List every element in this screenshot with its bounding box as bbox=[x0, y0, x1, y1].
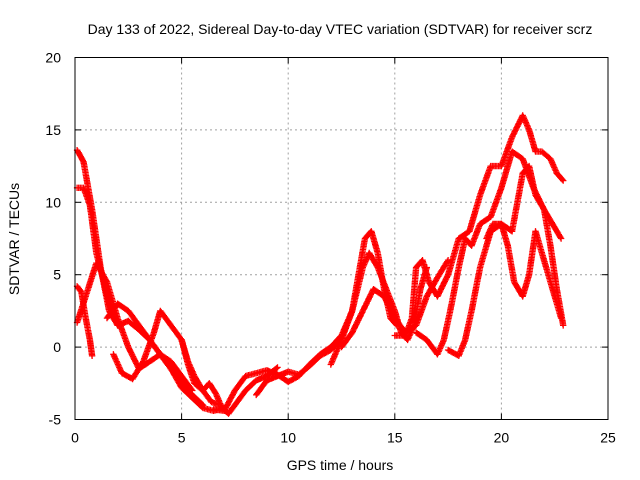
y-tick-label: 0 bbox=[53, 339, 61, 355]
data-points bbox=[73, 112, 567, 417]
series-marks bbox=[338, 257, 452, 351]
x-tick-label: 20 bbox=[494, 430, 510, 446]
plot-frame bbox=[74, 57, 609, 420]
series-sat-o bbox=[483, 220, 565, 322]
y-tick-label: 15 bbox=[45, 122, 61, 138]
y-tick-label: 5 bbox=[53, 267, 61, 283]
x-tick-label: 10 bbox=[280, 430, 296, 446]
y-tick-label: 20 bbox=[45, 50, 61, 66]
y-tick-label: -5 bbox=[49, 412, 62, 428]
x-tick-label: 0 bbox=[71, 430, 79, 446]
tick-labels: 0 5 10 15 20 25 -5 0 5 10 15 20 bbox=[45, 50, 616, 446]
series-sat-e bbox=[103, 300, 228, 414]
y-tick-label: 10 bbox=[45, 194, 61, 210]
series-sat-k bbox=[338, 257, 452, 351]
x-tick-label: 5 bbox=[178, 430, 186, 446]
y-axis-label: SDTVAR / TECUs bbox=[6, 183, 22, 295]
series-marks bbox=[103, 300, 228, 414]
series-marks bbox=[483, 220, 565, 322]
x-tick-label: 25 bbox=[600, 430, 616, 446]
series-sat-l bbox=[391, 112, 567, 339]
x-tick-label: 15 bbox=[387, 430, 403, 446]
chart-title: Day 133 of 2022, Sidereal Day-to-day VTE… bbox=[88, 21, 593, 37]
x-axis-label: GPS time / hours bbox=[287, 457, 394, 473]
series-marks bbox=[391, 112, 567, 339]
